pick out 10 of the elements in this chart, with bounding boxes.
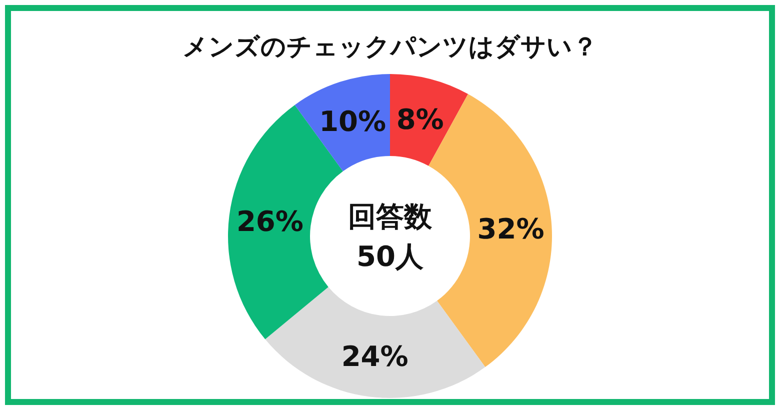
chart-title: メンズのチェックパンツはダサい？ — [182, 32, 598, 61]
donut-slice — [265, 286, 486, 398]
data-label: 10% — [319, 104, 386, 138]
data-label: 24% — [341, 340, 408, 374]
data-label: 26% — [236, 204, 304, 238]
donut-slice — [390, 74, 468, 166]
data-label: 8% — [396, 102, 444, 136]
text: 回答数 — [348, 200, 433, 233]
data-label: 32% — [477, 212, 544, 246]
text: 50人 — [356, 240, 424, 273]
